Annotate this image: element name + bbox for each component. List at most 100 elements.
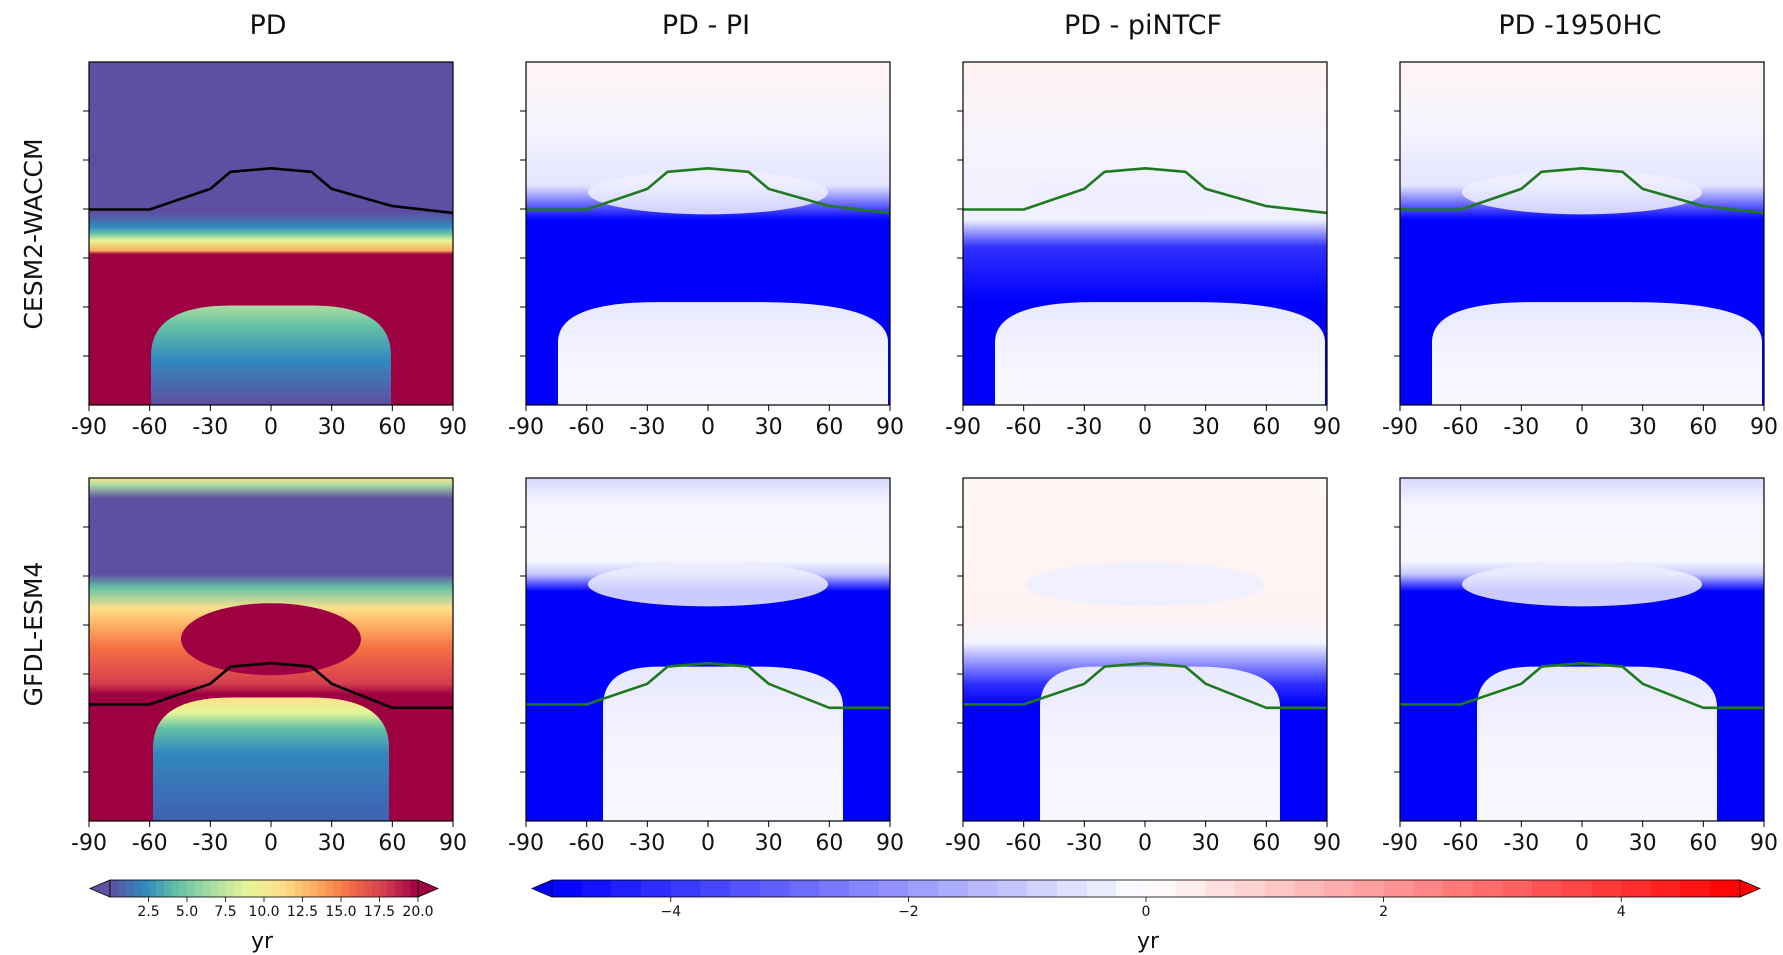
colorbar-segment	[967, 880, 999, 897]
row-label-cesm2-waccm: CESM2-WACCM	[19, 138, 48, 329]
x-tick-label: 30	[755, 831, 783, 856]
x-tick-label: 0	[264, 415, 278, 440]
colorbar-tick-label: 4	[1617, 904, 1626, 920]
colorbar-tick-label: 15.0	[325, 904, 356, 920]
panel-cesm2-waccm-pd: -90 -60 -30 0 30 60 90	[71, 61, 467, 440]
x-tick-label: -60	[1443, 831, 1479, 856]
colorbar-extend-low	[530, 879, 553, 898]
colorbar-segment	[387, 880, 396, 897]
tropical-low-age-region	[151, 305, 391, 405]
colorbar-segment	[641, 880, 672, 897]
colorbar-segment	[402, 880, 411, 897]
x-tick-label: 30	[1192, 831, 1220, 856]
panel-cesm2-waccm-pd-1950hc: -90 -60 -30 0 30 60 90	[1382, 61, 1778, 440]
colorbar-tick-label: 20.0	[402, 904, 433, 920]
colorbar-tick-label: 17.5	[364, 904, 395, 920]
colorbar-segment	[700, 880, 731, 897]
colorbar-segment	[849, 880, 880, 897]
x-tick-label: 0	[701, 415, 715, 440]
colorbar-diff: −4 −2 0 2 4	[530, 879, 1762, 920]
x-tick-label: 60	[1252, 415, 1280, 440]
colorbar-pd-label: yr	[251, 929, 274, 954]
x-tick-label: -60	[132, 415, 168, 440]
column-title-pd-pintcf: PD - piNTCF	[1064, 10, 1222, 41]
x-tick-label: 60	[815, 415, 843, 440]
x-tick-label: 0	[1138, 831, 1152, 856]
x-tick-label: 30	[318, 415, 346, 440]
column-title-pd-pi: PD - PI	[662, 10, 750, 41]
x-tick-label: 90	[1750, 415, 1778, 440]
x-tick-label: 60	[378, 831, 406, 856]
panel-gfdl-esm4-pd-1950hc: -90 -60 -30 0 30 60 90	[1382, 477, 1778, 856]
colorbar-segment	[759, 880, 791, 897]
colorbar-segment	[1056, 880, 1088, 897]
tropical-high-age-bulge	[181, 603, 361, 676]
x-tick-label: 30	[1629, 415, 1657, 440]
tropopause-line	[89, 661, 453, 710]
colorbar-tick-label: −2	[898, 904, 919, 920]
x-tick-label: 60	[1689, 831, 1717, 856]
colorbar-segment	[348, 880, 357, 897]
tropopause-line	[963, 661, 1327, 710]
x-tick-label: 90	[439, 415, 467, 440]
row-label-gfdl-esm4: GFDL-ESM4	[19, 562, 48, 707]
colorbar-segment	[670, 880, 702, 897]
colorbar-segment	[148, 880, 157, 897]
colorbar-segment	[552, 880, 583, 897]
colorbar-segment	[264, 880, 273, 897]
x-tick-label: -30	[1066, 415, 1102, 440]
tropical-low-age-region	[153, 697, 389, 821]
panel-cesm2-waccm-pd-pintcf: -90 -60 -30 0 30 60 90	[945, 61, 1341, 440]
tropical-near-zero-region	[603, 666, 843, 821]
x-tick-label: 90	[1313, 415, 1341, 440]
colorbar-segment	[187, 880, 196, 897]
colorbar-segment	[356, 880, 365, 897]
colorbar-segment	[333, 880, 342, 897]
heatmap-field	[89, 478, 453, 821]
x-tick-label: 90	[1313, 831, 1341, 856]
x-tick-label: -90	[1382, 831, 1418, 856]
x-tick-label: 60	[1252, 831, 1280, 856]
x-tick-label: -60	[1443, 415, 1479, 440]
colorbar-segment	[294, 880, 304, 897]
colorbar-extend-high	[1739, 879, 1762, 898]
x-tick-label: 30	[1192, 415, 1220, 440]
colorbar-segment	[1086, 880, 1117, 897]
colorbar-segment	[1502, 880, 1533, 897]
x-tick-label: -30	[1066, 831, 1102, 856]
colorbar-segment	[611, 880, 642, 897]
colorbar-segment	[581, 880, 612, 897]
x-tick-label: -90	[1382, 415, 1418, 440]
colorbar-extend-high	[417, 879, 440, 898]
heatmap-field	[526, 478, 890, 821]
x-tick-label: -60	[132, 831, 168, 856]
x-tick-label: 30	[1629, 831, 1657, 856]
x-tick-label: 60	[378, 415, 406, 440]
colorbar-segment	[325, 880, 334, 897]
colorbar-tick-label: 10.0	[248, 904, 279, 920]
tropical-near-zero-region	[1477, 666, 1717, 821]
colorbar-segment	[302, 880, 311, 897]
x-tick-label: -90	[508, 831, 544, 856]
tropopause-line	[89, 167, 453, 215]
colorbar-segment	[202, 880, 211, 897]
colorbar-segment	[140, 880, 150, 897]
colorbar-segment	[271, 880, 280, 897]
colorbar-segment	[210, 880, 219, 897]
colorbar-tick-label: 12.5	[287, 904, 318, 920]
colorbar-segment	[1561, 880, 1593, 897]
tropopause-line	[526, 661, 890, 710]
colorbar-segment	[1532, 880, 1563, 897]
colorbar-segment	[279, 880, 288, 897]
colorbar-diff-label: yr	[1137, 929, 1160, 954]
tropical-near-zero-region	[1432, 302, 1762, 405]
x-tick-label: 90	[876, 415, 904, 440]
equatorial-near-zero-dip	[588, 562, 828, 607]
colorbar-tick-label: 2.5	[137, 904, 159, 920]
colorbar-segment	[1353, 880, 1385, 897]
colorbar-segment	[1621, 880, 1652, 897]
colorbar-segment	[117, 880, 126, 897]
heatmap-field	[1400, 478, 1764, 821]
panel-gfdl-esm4-pd-pi: -90 -60 -30 0 30 60 90	[508, 477, 904, 856]
x-tick-label: 0	[1138, 415, 1152, 440]
